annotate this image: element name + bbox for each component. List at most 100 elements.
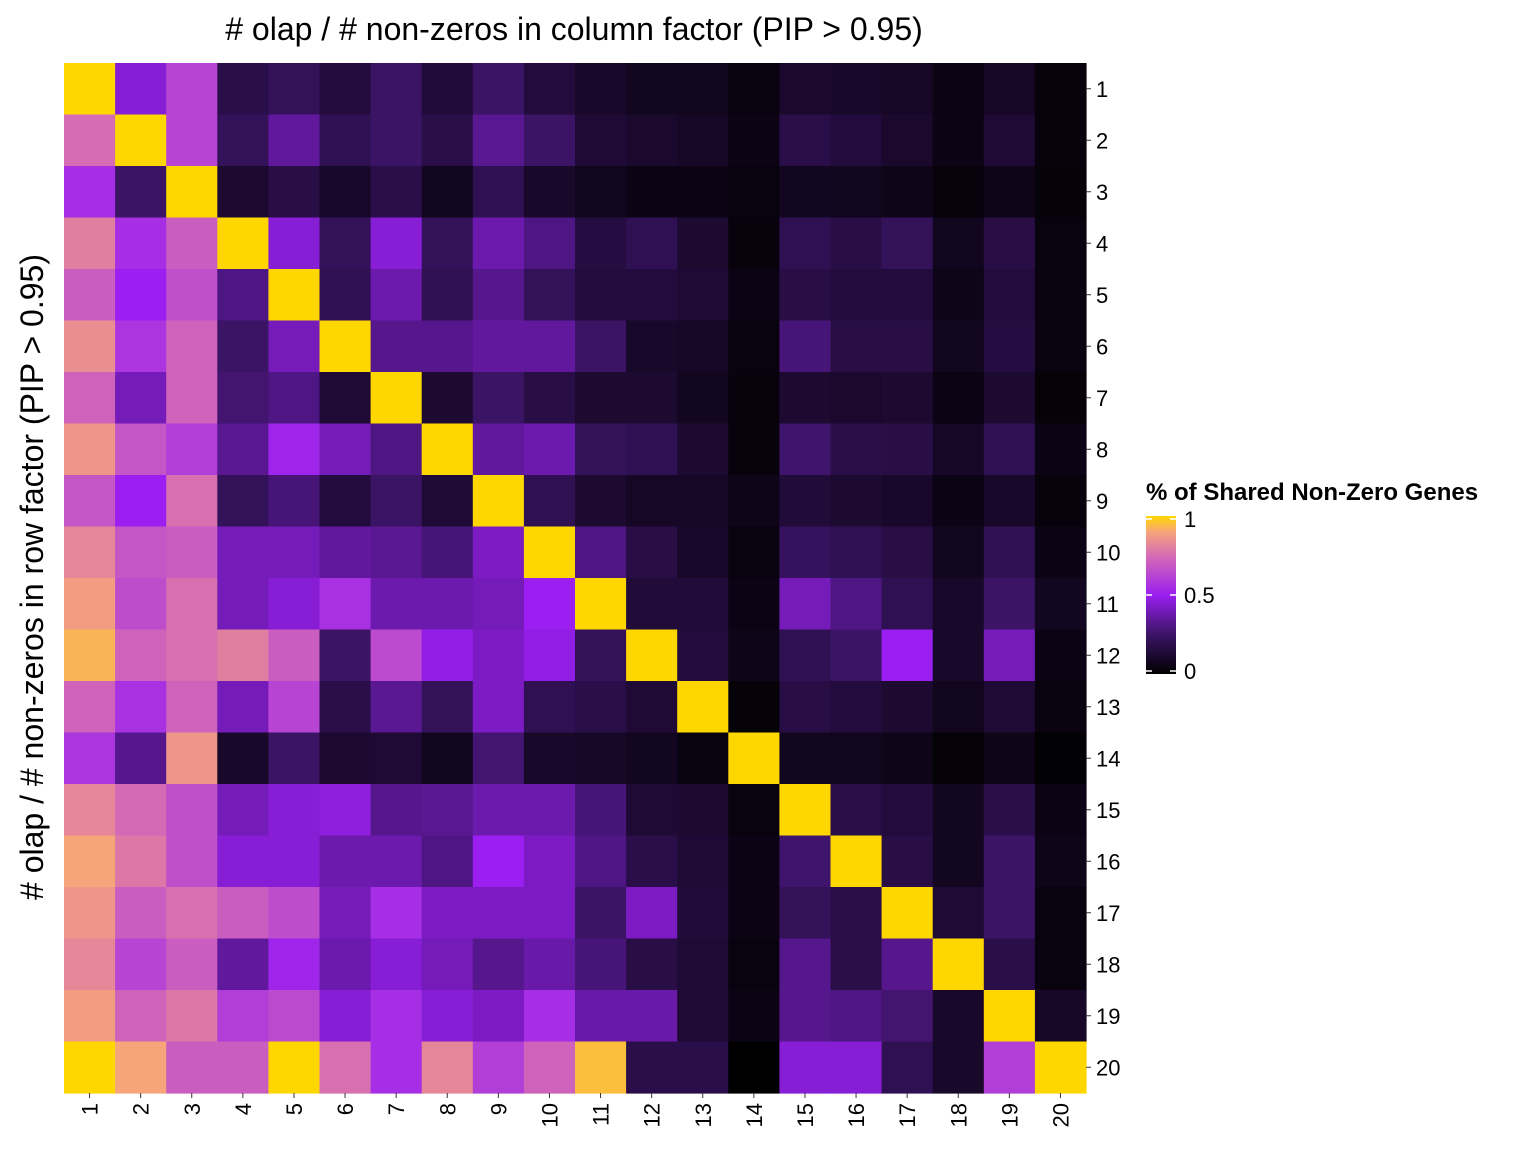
heatmap-cell-r10-c13: [677, 526, 729, 579]
heatmap-cell-r2-c19: [983, 114, 1036, 167]
heatmap-cell-r8-c5: [268, 423, 321, 476]
heatmap-cell-r11-c5: [268, 578, 321, 631]
heatmap-cell-r14-c11: [575, 732, 627, 785]
heatmap-cell-r11-c7: [370, 578, 423, 631]
heatmap-cell-r16-c14: [728, 835, 780, 888]
heatmap-cell-r12-c9: [472, 629, 525, 682]
heatmap-cell-r19-c3: [166, 990, 218, 1043]
color-legend: % of Shared Non-Zero Genes 0 0.5 1: [1146, 479, 1478, 684]
heatmap-cell-r14-c17: [881, 732, 934, 785]
heatmap-cell-r4-c1: [64, 217, 116, 270]
heatmap-cell-r7-c15: [779, 372, 832, 425]
heatmap-cell-r19-c19: [983, 990, 1036, 1043]
legend-tick-label: 1: [1184, 507, 1196, 532]
heatmap-cell-r10-c18: [932, 526, 985, 579]
heatmap-cell-r16-c16: [830, 835, 883, 888]
heatmap-cell-r2-c10: [523, 114, 576, 167]
heatmap-cell-r18-c11: [575, 938, 627, 991]
heatmap-cell-r3-c6: [319, 166, 372, 219]
heatmap-cell-r16-c18: [932, 835, 985, 888]
heatmap-cell-r4-c20: [1034, 217, 1087, 270]
heatmap-cell-r1-c2: [115, 63, 167, 116]
heatmap-cell-r9-c3: [166, 475, 218, 528]
heatmap-cell-r8-c17: [881, 423, 934, 476]
heatmap-cell-r20-c10: [523, 1041, 576, 1094]
heatmap-cell-r3-c12: [626, 166, 678, 219]
heatmap-cell-r8-c1: [64, 423, 116, 476]
heatmap-cell-r14-c9: [472, 732, 525, 785]
heatmap-cell-r4-c12: [626, 217, 678, 270]
heatmap-cell-r13-c16: [830, 681, 883, 734]
heatmap-cell-r3-c16: [830, 166, 883, 219]
heatmap-cell-r10-c19: [983, 526, 1036, 579]
heatmap-cell-r17-c5: [268, 887, 321, 940]
heatmap-cell-r14-c5: [268, 732, 321, 785]
heatmap-cell-r20-c4: [217, 1041, 269, 1094]
heatmap-cell-r9-c1: [64, 475, 116, 528]
heatmap-cell-r12-c12: [626, 629, 678, 682]
heatmap-cell-r18-c9: [472, 938, 525, 991]
heatmap-cell-r14-c7: [370, 732, 423, 785]
heatmap-cell-r10-c7: [370, 526, 423, 579]
heatmap-cell-r5-c12: [626, 269, 678, 322]
heatmap-cell-r19-c6: [319, 990, 372, 1043]
heatmap-cell-r6-c13: [677, 320, 729, 373]
heatmap-cell-r15-c11: [575, 784, 627, 837]
heatmap-cell-r15-c2: [115, 784, 167, 837]
heatmap-cell-r12-c11: [575, 629, 627, 682]
heatmap-cell-r9-c9: [472, 475, 525, 528]
heatmap-cell-r19-c1: [64, 990, 116, 1043]
heatmap-cell-r4-c17: [881, 217, 934, 270]
heatmap-cell-r9-c17: [881, 475, 934, 528]
heatmap-cell-r13-c9: [472, 681, 525, 734]
heatmap-cell-r20-c16: [830, 1041, 883, 1094]
heatmap-cell-r4-c9: [472, 217, 525, 270]
heatmap-cell-r13-c20: [1034, 681, 1087, 734]
heatmap-cell-r5-c14: [728, 269, 780, 322]
heatmap-cell-r18-c7: [370, 938, 423, 991]
row-tick-label: 17: [1096, 901, 1120, 926]
heatmap-cell-r20-c18: [932, 1041, 985, 1094]
heatmap-cell-r7-c3: [166, 372, 218, 425]
heatmap-cell-r10-c10: [523, 526, 576, 579]
heatmap-cell-r13-c17: [881, 681, 934, 734]
column-tick-label: 18: [946, 1103, 971, 1127]
heatmap-cell-r9-c4: [217, 475, 269, 528]
row-tick-label: 20: [1096, 1055, 1120, 1080]
heatmap-cell-r18-c8: [421, 938, 474, 991]
row-tick-label: 13: [1096, 695, 1120, 720]
heatmap-cell-r8-c4: [217, 423, 269, 476]
heatmap-cell-r17-c14: [728, 887, 780, 940]
heatmap-cell-r4-c15: [779, 217, 832, 270]
heatmap-cell-r5-c4: [217, 269, 269, 322]
heatmap-cell-r1-c18: [932, 63, 985, 116]
heatmap-cell-r17-c4: [217, 887, 269, 940]
heatmap-cell-r11-c3: [166, 578, 218, 631]
heatmap-cell-r2-c15: [779, 114, 832, 167]
heatmap-cell-r11-c14: [728, 578, 780, 631]
heatmap-cell-r1-c7: [370, 63, 423, 116]
heatmap-cell-r13-c10: [523, 681, 576, 734]
heatmap-cell-r10-c11: [575, 526, 627, 579]
heatmap-cell-r13-c3: [166, 681, 218, 734]
heatmap-cell-r13-c12: [626, 681, 678, 734]
heatmap-cell-r7-c2: [115, 372, 167, 425]
heatmap-cell-r10-c6: [319, 526, 372, 579]
heatmap-cell-r20-c7: [370, 1041, 423, 1094]
heatmap-cell-r8-c8: [421, 423, 474, 476]
heatmap-cell-r7-c19: [983, 372, 1036, 425]
heatmap-cell-r4-c13: [677, 217, 729, 270]
heatmap-cell-r8-c6: [319, 423, 372, 476]
heatmap-cell-r19-c8: [421, 990, 474, 1043]
heatmap-cell-r10-c14: [728, 526, 780, 579]
heatmap-cell-r3-c2: [115, 166, 167, 219]
heatmap-cell-r18-c2: [115, 938, 167, 991]
heatmap-cell-r6-c10: [523, 320, 576, 373]
heatmap-cell-r16-c5: [268, 835, 321, 888]
heatmap-cell-r7-c7: [370, 372, 423, 425]
heatmap-cell-r14-c14: [728, 732, 780, 785]
heatmap-cell-r6-c16: [830, 320, 883, 373]
heatmap-cell-r9-c20: [1034, 475, 1087, 528]
heatmap-cell-r17-c19: [983, 887, 1036, 940]
heatmap-cell-r9-c11: [575, 475, 627, 528]
